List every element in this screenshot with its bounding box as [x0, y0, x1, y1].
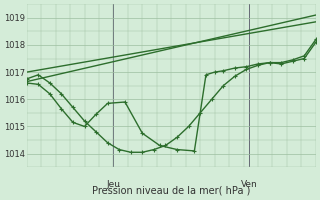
Text: Ven: Ven — [241, 180, 258, 189]
Text: Jeu: Jeu — [107, 180, 120, 189]
X-axis label: Pression niveau de la mer( hPa ): Pression niveau de la mer( hPa ) — [92, 186, 251, 196]
